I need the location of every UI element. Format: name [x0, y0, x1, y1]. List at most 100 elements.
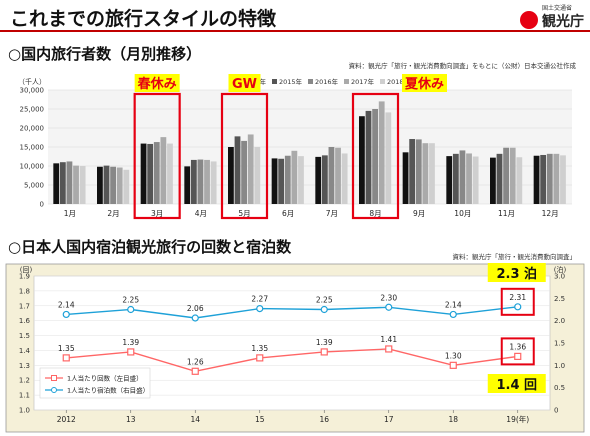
bar: [160, 137, 167, 204]
bar: [372, 109, 378, 204]
monthly-travelers-chart: 0 5,000 10,000 15,000 20,000 25,000 30,000（千人）…: [18, 74, 572, 220]
bar-x-tick-label: 4月: [195, 209, 207, 218]
data-label: 1.26: [187, 357, 204, 366]
series-marker: [62, 310, 70, 319]
bar: [116, 167, 123, 204]
annotation-bg: [228, 74, 261, 92]
bar: [490, 157, 496, 204]
bar: [409, 139, 416, 204]
section2-source: 資料：観光庁「旅行・観光消費動向調査」: [452, 253, 577, 261]
data-label: 2.25: [316, 296, 333, 305]
right-y-tick-label: 3.0: [554, 273, 565, 281]
legend-marker: [51, 387, 57, 393]
bar-y-tick-label: 10,000: [20, 163, 45, 171]
legend-label: 1人当たり宿泊数（右目盛）: [67, 386, 149, 395]
left-y-tick-label: 1.2: [19, 377, 30, 385]
section2-title: ○日本人国内宿泊観光旅行の回数と宿泊数: [8, 238, 292, 256]
bar: [459, 150, 466, 204]
bar: [59, 162, 66, 204]
bar: [254, 147, 261, 204]
bar: [271, 158, 278, 204]
bar-y-tick-label: 30,000: [20, 87, 45, 95]
trips-nights-chart: 1.0 1.1 1.2 1.3 1.4 1.5 1.6 1.7 1.8 1.9 0 0.5 1.0 1.5…: [5, 263, 585, 433]
right-y-tick-label: 0: [554, 407, 558, 415]
left-y-tick-label: 1.4: [19, 347, 31, 355]
bar: [378, 101, 385, 204]
left-y-tick-label: 1.7: [19, 302, 30, 310]
bar: [553, 153, 560, 204]
bar-x-tick-label: 3月: [151, 209, 163, 218]
data-label: 2.14: [58, 300, 75, 309]
series-marker: [127, 348, 135, 356]
annotation-label: GW: [232, 77, 257, 92]
left-y-tick-label: 1.0: [19, 407, 30, 415]
annotation-bg: [402, 74, 447, 92]
bar: [335, 147, 341, 204]
bar: [204, 159, 210, 204]
bar: [422, 143, 429, 204]
right-y-tick-label: 2.0: [554, 317, 565, 325]
bar: [167, 143, 173, 204]
bar-x-tick-label: 2月: [107, 209, 119, 218]
callout-nights: 2.3 泊: [496, 266, 537, 282]
title-underline: [0, 30, 590, 32]
series-marker: [320, 305, 328, 314]
bar: [210, 161, 217, 204]
bar: [53, 163, 60, 204]
series-marker: [320, 348, 328, 356]
line-x-tick-label: 17: [384, 415, 394, 424]
bar: [284, 155, 291, 204]
bar: [533, 155, 540, 204]
line-x-tick-label: 18: [448, 415, 458, 424]
bar: [234, 136, 241, 204]
bar: [321, 155, 328, 204]
bar-x-tick-label: 12月: [542, 209, 559, 218]
legend-label: 2015年: [279, 77, 303, 86]
data-label: 1.36: [509, 342, 526, 351]
bar: [402, 152, 409, 204]
bar-y-tick-label: 0: [40, 201, 44, 209]
bar: [153, 142, 160, 204]
bar: [446, 156, 453, 204]
logo-mark-icon: [520, 11, 538, 29]
bar: [365, 110, 372, 204]
line-x-tick-label: 2012: [57, 415, 76, 424]
annotation-label: 春休み: [137, 76, 177, 92]
legend-swatch: [308, 79, 313, 84]
data-label: 2.31: [509, 293, 526, 302]
annotation-label: 夏休み: [404, 76, 444, 92]
logo: 国土交通省 観光庁: [520, 3, 584, 31]
series-marker: [127, 305, 135, 314]
bar: [466, 153, 472, 204]
line-x-tick-label: 14: [190, 415, 200, 424]
highlight-box: [500, 287, 535, 316]
bar-x-tick-label: 11月: [498, 209, 515, 218]
data-label: 2.06: [187, 304, 204, 313]
bar: [278, 158, 285, 204]
data-label: 1.39: [122, 338, 139, 347]
series-marker: [191, 314, 199, 322]
bar-y-tick-label: 25,000: [20, 106, 45, 114]
left-y-tick-label: 1.6: [19, 317, 31, 325]
data-label: 2.30: [380, 293, 397, 302]
series-line: [66, 348, 518, 373]
page-title: これまでの旅行スタイルの特徴: [10, 8, 277, 30]
left-y-tick-label: 1.3: [19, 362, 30, 370]
bar: [97, 166, 103, 204]
bar: [560, 155, 566, 204]
bar: [73, 165, 79, 204]
series-marker: [514, 303, 522, 311]
bar: [429, 143, 435, 204]
bar: [496, 153, 503, 204]
bar: [298, 156, 304, 204]
left-y-unit: (回): [20, 266, 33, 274]
data-label: 1.35: [251, 344, 268, 353]
bar: [140, 143, 147, 204]
bar: [241, 140, 247, 204]
bar-y-tick-label: 20,000: [20, 125, 45, 133]
series-marker: [514, 352, 522, 361]
bar: [79, 166, 86, 204]
highlight-box: [133, 92, 181, 220]
bar: [328, 147, 335, 204]
bar: [359, 116, 365, 204]
